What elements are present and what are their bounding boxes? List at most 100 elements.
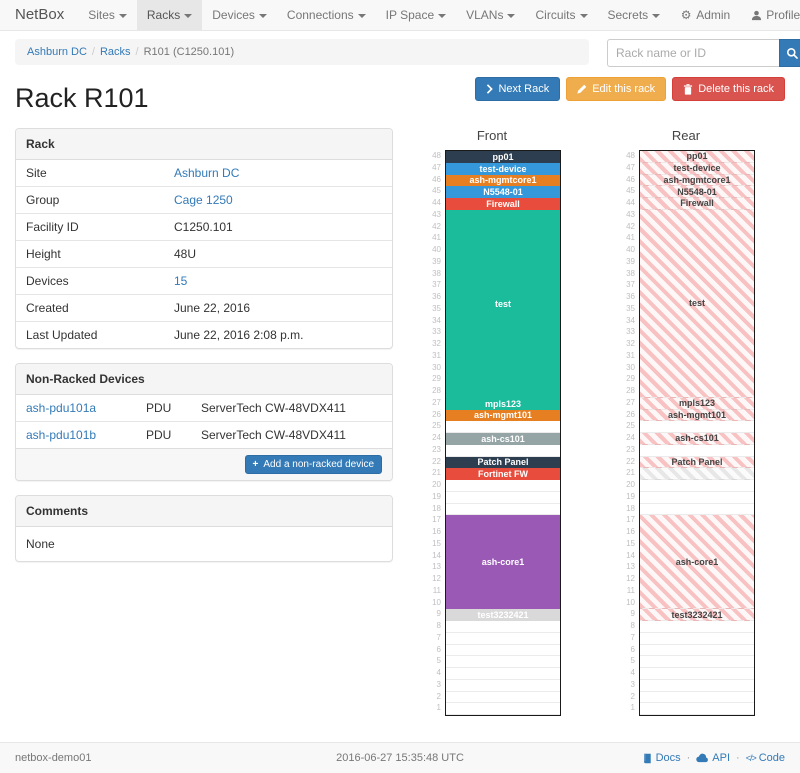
- search-button[interactable]: [779, 39, 800, 67]
- rack-slot: [446, 421, 560, 433]
- rack-slot: [640, 668, 754, 680]
- rack-device-pp01[interactable]: pp01: [640, 151, 754, 163]
- attr-value-link[interactable]: Cage 1250: [174, 193, 233, 207]
- rack-device-patch-panel[interactable]: Patch Panel: [446, 456, 560, 469]
- nav-item-admin[interactable]: ⚙ Admin: [680, 8, 731, 22]
- attr-value-link[interactable]: 15: [174, 274, 188, 288]
- unit-number: 8: [630, 621, 635, 630]
- api-link[interactable]: API: [696, 752, 730, 764]
- rack-device-patch-panel[interactable]: Patch Panel: [640, 456, 754, 469]
- nav-item-vlans[interactable]: VLANs: [456, 0, 525, 30]
- search-input[interactable]: [607, 39, 779, 67]
- unit-number: 45: [626, 186, 635, 196]
- unit-number: 48: [432, 151, 441, 160]
- unit-number: 15: [626, 538, 635, 548]
- device-link[interactable]: ash-pdu101a: [26, 401, 97, 415]
- nav-item-secrets[interactable]: Secrets: [598, 0, 671, 30]
- breadcrumb-link[interactable]: Ashburn DC: [27, 46, 87, 58]
- rack-device-test-device[interactable]: test-device: [640, 162, 754, 175]
- rack-device-fortinet-fw[interactable]: Fortinet FW: [446, 468, 560, 480]
- unit-number: 35: [432, 303, 441, 313]
- rack-slot: [640, 445, 754, 457]
- nav-item-sites[interactable]: Sites: [78, 0, 137, 30]
- attr-label: Height: [16, 240, 164, 268]
- code-link[interactable]: </> Code: [745, 752, 786, 764]
- nav-item-connections[interactable]: Connections: [277, 0, 376, 30]
- rack-slot: [640, 645, 754, 657]
- rack-device-mpls123[interactable]: mpls123: [446, 397, 560, 410]
- nav-item-profile[interactable]: Profile: [740, 0, 800, 30]
- nav-user-menu: ⚙AdminProfileLog out: [670, 0, 800, 30]
- rack-device-mpls123[interactable]: mpls123: [640, 397, 754, 410]
- rack-device-ash-mgmtcore1[interactable]: ash-mgmtcore1: [640, 174, 754, 187]
- table-row: Height 48U: [16, 240, 392, 268]
- nav-item-circuits[interactable]: Circuits: [525, 0, 597, 30]
- rack-device-ash-cs101[interactable]: ash-cs101: [446, 433, 560, 445]
- unit-number: 46: [432, 174, 441, 184]
- unit-number: 39: [626, 256, 635, 266]
- attr-value-link[interactable]: Ashburn DC: [174, 166, 240, 180]
- chevron-down-icon: [438, 13, 447, 18]
- unit-number: 11: [626, 585, 635, 595]
- unit-number: 42: [432, 221, 441, 231]
- nav-item-ip-space[interactable]: IP Space: [376, 0, 456, 30]
- rack-actions: Next Rack Edit this rack Delete this rac…: [475, 77, 785, 101]
- rack-device-firewall[interactable]: Firewall: [640, 198, 754, 210]
- attr-value: June 22, 2016: [164, 294, 392, 322]
- unit-number: 13: [432, 562, 441, 572]
- unit-number: 26: [432, 409, 441, 419]
- docs-link[interactable]: Docs: [642, 752, 681, 764]
- brand-logo[interactable]: NetBox: [15, 6, 65, 23]
- rack-device-test3232421[interactable]: test3232421: [640, 609, 754, 621]
- unit-number: 28: [432, 386, 441, 395]
- next-rack-button[interactable]: Next Rack: [475, 77, 561, 101]
- rack-device-n5548-01[interactable]: N5548-01: [640, 186, 754, 198]
- rack-device-ash-core1[interactable]: ash-core1: [640, 515, 754, 610]
- rack-device-fortinet-fw[interactable]: [640, 468, 754, 480]
- comments-body: None: [26, 537, 55, 551]
- rack-device-firewall[interactable]: Firewall: [446, 198, 560, 210]
- nav-item-devices[interactable]: Devices: [202, 0, 277, 30]
- add-nonracked-device-button[interactable]: + Add a non-racked device: [244, 455, 382, 474]
- unit-number: 27: [626, 397, 635, 407]
- unit-number: 24: [432, 433, 441, 442]
- breadcrumb: Ashburn DC / Racks / R101 (C1250.101): [15, 39, 589, 65]
- edit-rack-button[interactable]: Edit this rack: [566, 77, 667, 101]
- rack-device-ash-mgmt101[interactable]: ash-mgmt101: [640, 409, 754, 422]
- chevron-down-icon: [652, 13, 661, 18]
- unit-number: 7: [630, 632, 635, 642]
- rack-device-ash-mgmt101[interactable]: ash-mgmt101: [446, 409, 560, 422]
- breadcrumb-link[interactable]: Racks: [99, 46, 131, 58]
- unit-number: 31: [626, 350, 635, 360]
- rack-info-panel-title: Rack: [16, 129, 392, 160]
- unit-number: 46: [626, 174, 635, 184]
- unit-number: 6: [630, 644, 635, 654]
- rack-device-test[interactable]: test: [446, 209, 560, 398]
- unit-number: 14: [432, 550, 441, 560]
- attr-value: Ashburn DC: [164, 160, 392, 187]
- rack-device-n5548-01[interactable]: N5548-01: [446, 186, 560, 198]
- code-icon: </>: [745, 753, 757, 763]
- rack-device-ash-cs101[interactable]: ash-cs101: [640, 433, 754, 445]
- unit-number: 17: [432, 515, 441, 525]
- unit-number: 26: [626, 409, 635, 419]
- front-unit-numbers: 48 47 46 45 44 43 42 41 40 39 38 37 36 35 34 33 32 31 30 29…: [423, 150, 445, 716]
- rack-slot: [446, 445, 560, 457]
- rack-device-test3232421[interactable]: test3232421: [446, 609, 560, 621]
- rack-slot: [446, 692, 560, 704]
- rack-slot: [446, 645, 560, 657]
- rack-device-test-device[interactable]: test-device: [446, 162, 560, 175]
- rack-device-ash-mgmtcore1[interactable]: ash-mgmtcore1: [446, 174, 560, 187]
- delete-rack-button[interactable]: Delete this rack: [672, 77, 785, 101]
- unit-number: 19: [626, 491, 635, 501]
- nav-item-racks[interactable]: Racks: [136, 0, 203, 30]
- search-icon: [786, 47, 799, 60]
- rack-device-test[interactable]: test: [640, 209, 754, 398]
- unit-number: 4: [630, 668, 635, 677]
- unit-number: 40: [432, 245, 441, 254]
- rack-elevations: Front 48 47 46 45 44 43 42 41 40 39 38 37 36 35 34 33 32…: [393, 128, 785, 716]
- device-link[interactable]: ash-pdu101b: [26, 428, 97, 442]
- rack-device-pp01[interactable]: pp01: [446, 151, 560, 163]
- chevron-down-icon: [507, 13, 516, 18]
- rack-device-ash-core1[interactable]: ash-core1: [446, 515, 560, 610]
